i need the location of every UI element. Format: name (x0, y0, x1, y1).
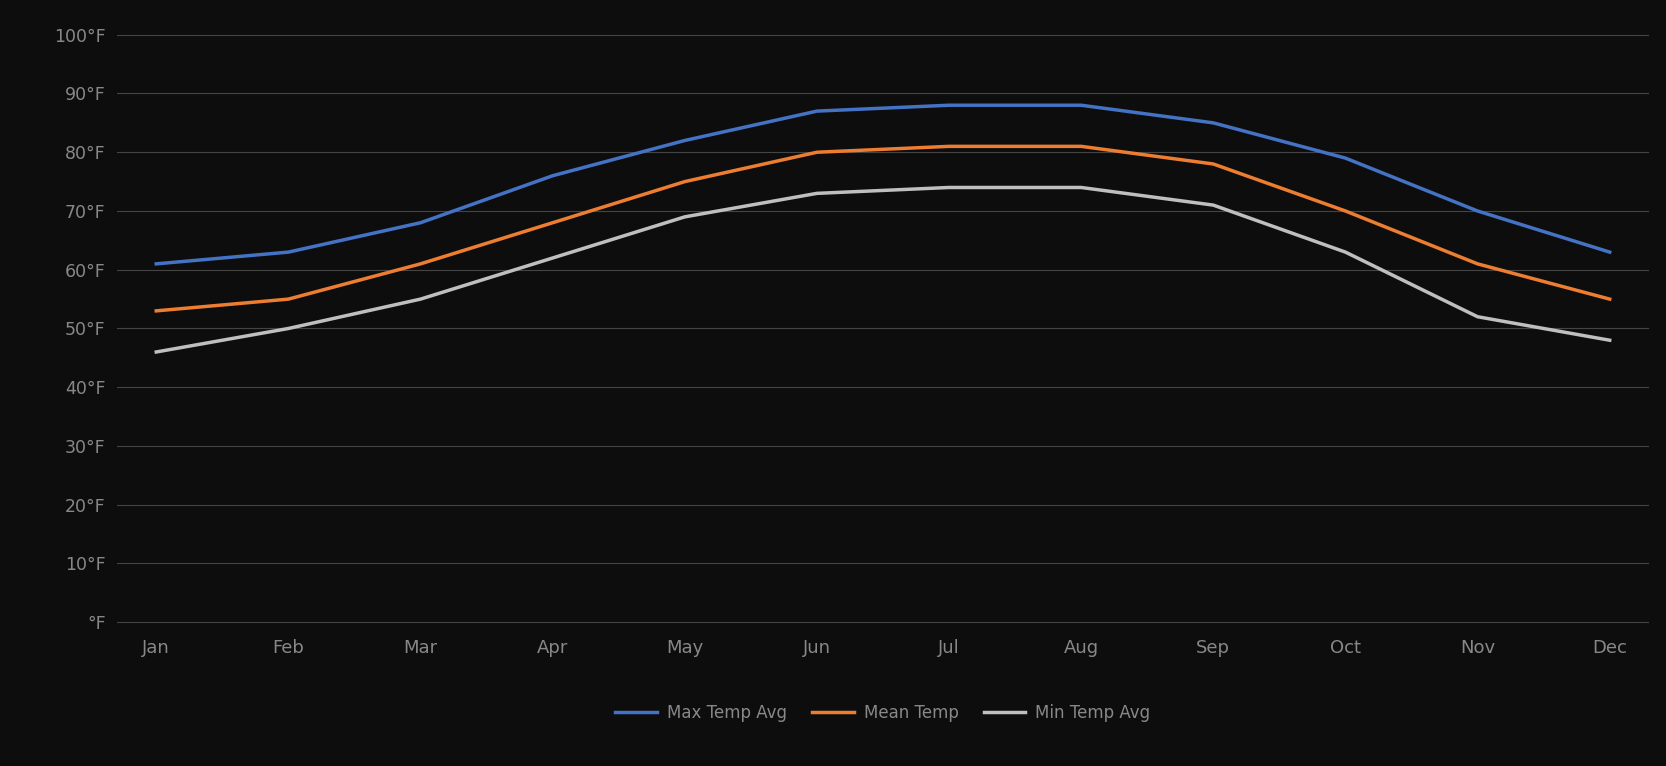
Mean Temp (1468, 259, 1488, 268)
Mean Temp (410, 259, 430, 268)
Max Temp Avg (1203, 118, 1223, 127)
Max Temp Avg (1599, 247, 1619, 257)
Max Temp Avg (543, 171, 563, 180)
Min Temp Avg (147, 348, 167, 357)
Min Temp Avg (1203, 201, 1223, 210)
Min Temp Avg (1599, 336, 1619, 345)
Mean Temp (1599, 294, 1619, 303)
Min Temp Avg (1071, 183, 1091, 192)
Max Temp Avg (675, 136, 695, 145)
Max Temp Avg (1336, 153, 1356, 162)
Legend: Max Temp Avg, Mean Temp, Min Temp Avg: Max Temp Avg, Mean Temp, Min Temp Avg (608, 697, 1158, 728)
Mean Temp (940, 142, 960, 151)
Mean Temp (1071, 142, 1091, 151)
Min Temp Avg (410, 294, 430, 303)
Mean Temp (675, 177, 695, 186)
Max Temp Avg (147, 259, 167, 268)
Line: Max Temp Avg: Max Temp Avg (157, 105, 1609, 264)
Mean Temp (543, 218, 563, 228)
Line: Min Temp Avg: Min Temp Avg (157, 188, 1609, 352)
Min Temp Avg (1336, 247, 1356, 257)
Max Temp Avg (410, 218, 430, 228)
Mean Temp (278, 294, 298, 303)
Max Temp Avg (1468, 206, 1488, 215)
Min Temp Avg (806, 188, 826, 198)
Min Temp Avg (675, 212, 695, 221)
Max Temp Avg (1071, 100, 1091, 110)
Max Temp Avg (940, 100, 960, 110)
Mean Temp (1336, 206, 1356, 215)
Mean Temp (1203, 159, 1223, 169)
Min Temp Avg (1468, 312, 1488, 321)
Min Temp Avg (278, 324, 298, 333)
Line: Mean Temp: Mean Temp (157, 146, 1609, 311)
Mean Temp (806, 148, 826, 157)
Max Temp Avg (806, 106, 826, 116)
Mean Temp (147, 306, 167, 316)
Min Temp Avg (940, 183, 960, 192)
Max Temp Avg (278, 247, 298, 257)
Min Temp Avg (543, 254, 563, 263)
